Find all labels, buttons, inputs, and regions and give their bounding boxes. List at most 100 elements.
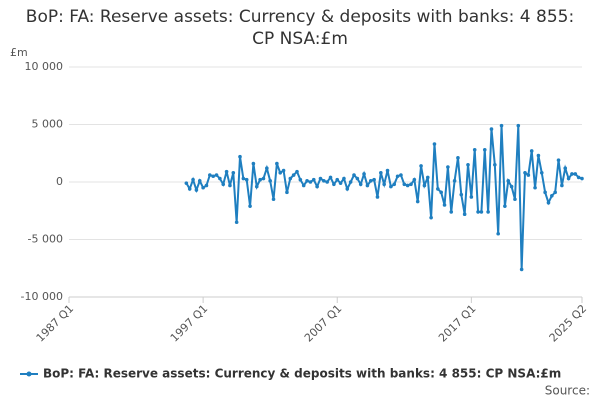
point <box>486 210 490 214</box>
point <box>449 210 454 214</box>
x-tick-label: 2017 Q1 <box>436 302 479 345</box>
point <box>405 183 410 188</box>
point <box>533 185 537 190</box>
series-line <box>185 125 583 270</box>
x-tick-label: 1997 Q1 <box>168 302 211 345</box>
point <box>539 171 544 175</box>
point <box>214 173 219 177</box>
point <box>422 183 427 188</box>
point <box>580 176 584 181</box>
point <box>204 183 209 188</box>
point <box>315 184 319 189</box>
point <box>268 179 272 183</box>
point <box>382 182 386 187</box>
point <box>409 182 413 187</box>
point <box>218 176 222 181</box>
point <box>476 210 480 214</box>
point <box>509 184 514 189</box>
point <box>519 267 524 272</box>
y-tick-label: -10 000 <box>21 290 63 303</box>
chart-title: BoP: FA: Reserve assets: Currency & depo… <box>25 7 575 49</box>
point <box>298 177 303 182</box>
point <box>325 180 329 184</box>
x-tick-label: 2025 Q2 <box>547 302 590 345</box>
point <box>375 195 380 199</box>
point <box>352 173 356 177</box>
point <box>469 195 474 199</box>
point <box>244 177 249 182</box>
x-tick-label: 1987 Q1 <box>34 302 77 345</box>
point <box>191 177 195 182</box>
point <box>456 156 460 160</box>
point <box>432 142 437 146</box>
point <box>543 190 547 195</box>
point <box>526 173 531 177</box>
point <box>197 179 202 183</box>
point <box>573 172 578 176</box>
point <box>211 174 215 179</box>
point <box>221 182 226 187</box>
point <box>362 172 366 176</box>
point <box>452 179 457 183</box>
point <box>258 177 262 182</box>
point <box>372 177 376 182</box>
point <box>231 171 236 175</box>
point <box>278 171 283 175</box>
point <box>392 182 397 187</box>
point <box>342 176 346 181</box>
point <box>335 177 340 182</box>
point <box>295 169 299 174</box>
point <box>529 149 534 153</box>
point <box>446 165 450 169</box>
point <box>415 199 420 204</box>
y-axis-label: £m <box>10 46 28 59</box>
point <box>513 197 517 202</box>
point <box>345 187 350 191</box>
point <box>436 187 440 191</box>
point <box>358 182 363 187</box>
source: Source: <box>545 384 590 398</box>
point <box>546 200 551 205</box>
point <box>328 175 333 180</box>
y-tick-label: 0 <box>56 175 63 188</box>
point <box>563 166 568 170</box>
point <box>399 173 403 177</box>
point <box>305 179 309 183</box>
point <box>479 210 484 214</box>
point <box>379 171 383 175</box>
legend-label: BoP: FA: Reserve assets: Currency & depo… <box>43 367 561 381</box>
point <box>322 179 326 183</box>
point <box>208 173 212 177</box>
point <box>248 204 252 208</box>
point <box>506 179 511 183</box>
point <box>536 153 541 158</box>
point <box>251 161 256 166</box>
point <box>429 215 433 220</box>
point <box>402 182 407 187</box>
y-tick-label: -5 000 <box>28 233 63 246</box>
point <box>201 185 205 190</box>
point <box>516 123 521 128</box>
point <box>308 180 313 184</box>
point <box>368 179 373 183</box>
point <box>241 176 246 181</box>
point <box>389 184 393 189</box>
point <box>184 181 189 185</box>
point <box>503 204 507 208</box>
point <box>271 197 276 202</box>
y-tick-label: 10 000 <box>25 60 64 73</box>
point <box>194 188 199 192</box>
point <box>355 176 360 181</box>
point <box>523 171 527 175</box>
point <box>275 161 279 166</box>
point <box>318 176 323 181</box>
point <box>566 176 571 181</box>
point <box>466 162 470 167</box>
point <box>493 162 497 167</box>
point <box>338 181 343 185</box>
point <box>288 176 293 181</box>
point <box>570 172 574 176</box>
point <box>499 123 504 128</box>
point <box>459 192 464 197</box>
